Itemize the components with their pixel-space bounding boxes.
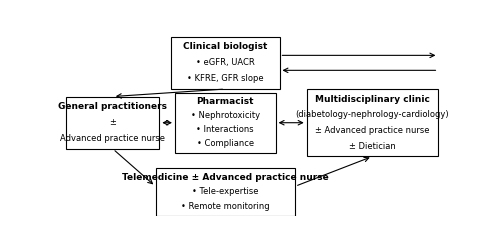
Text: • eGFR, UACR: • eGFR, UACR (196, 58, 254, 67)
FancyBboxPatch shape (66, 96, 160, 149)
Text: ± Dietician: ± Dietician (349, 142, 396, 151)
FancyBboxPatch shape (306, 89, 438, 156)
Text: Clinical biologist: Clinical biologist (183, 43, 268, 52)
Text: • Interactions: • Interactions (196, 125, 254, 134)
Text: General practitioners: General practitioners (58, 102, 168, 111)
Text: • Nephrotoxicity: • Nephrotoxicity (190, 111, 260, 120)
Text: • Remote monitoring: • Remote monitoring (181, 202, 270, 211)
Text: • Compliance: • Compliance (196, 139, 254, 148)
Text: ±: ± (110, 118, 116, 127)
Text: Advanced practice nurse: Advanced practice nurse (60, 134, 166, 143)
Text: Pharmacist: Pharmacist (196, 97, 254, 106)
Text: Telemedicine ± Advanced practice nurse: Telemedicine ± Advanced practice nurse (122, 173, 328, 182)
FancyBboxPatch shape (156, 168, 295, 216)
Text: • KFRE, GFR slope: • KFRE, GFR slope (187, 74, 264, 83)
Text: ± Advanced practice nurse: ± Advanced practice nurse (316, 126, 430, 135)
FancyBboxPatch shape (171, 37, 280, 89)
FancyBboxPatch shape (175, 93, 276, 153)
Text: Multidisciplinary clinic: Multidisciplinary clinic (315, 95, 430, 104)
Text: • Tele-expertise: • Tele-expertise (192, 187, 258, 196)
Text: (diabetology-nephrology-cardiology): (diabetology-nephrology-cardiology) (296, 110, 450, 119)
